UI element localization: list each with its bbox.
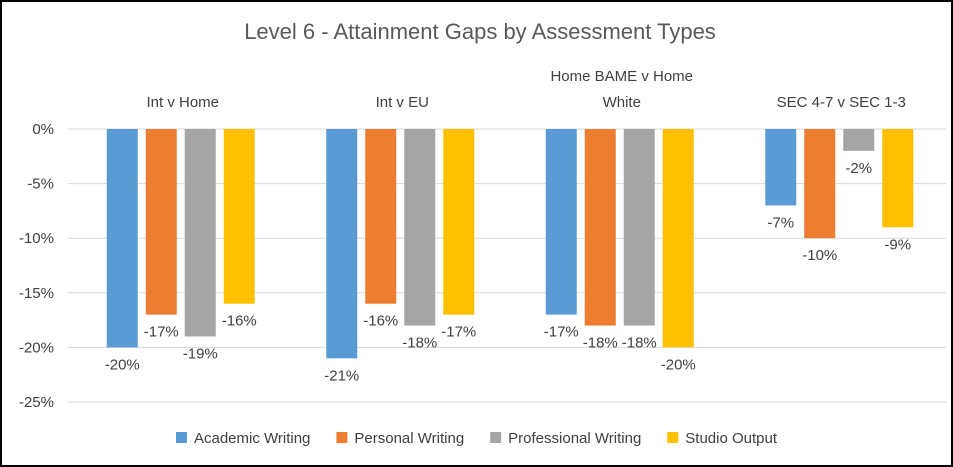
data-label: -17% xyxy=(441,324,476,341)
bar xyxy=(184,129,216,337)
category-label: Home BAME v Home xyxy=(550,68,693,85)
legend-swatch xyxy=(667,432,679,443)
bar xyxy=(223,129,255,304)
y-tick-label: -15% xyxy=(19,285,54,302)
legend-swatch xyxy=(490,432,502,443)
category-labels: Int v Home Int v EU Home BAME v Home White S… xyxy=(146,68,905,111)
y-tick-label: -5% xyxy=(27,176,54,193)
legend-label: Personal Writing xyxy=(354,430,464,447)
legend-label: Studio Output xyxy=(685,430,778,447)
data-label: -16% xyxy=(222,313,257,330)
data-label: -2% xyxy=(845,160,872,177)
legend-label: Professional Writing xyxy=(508,430,641,447)
data-label: -20% xyxy=(661,356,696,373)
data-label: -18% xyxy=(622,335,657,352)
data-label: -10% xyxy=(802,247,837,264)
data-label: -7% xyxy=(767,214,794,231)
data-label: -18% xyxy=(583,335,618,352)
bars-layer xyxy=(106,129,914,359)
bar xyxy=(145,129,177,315)
chart-title: Level 6 - Attainment Gaps by Assessment … xyxy=(244,19,716,44)
data-label: -19% xyxy=(183,345,218,362)
y-tick-label: 0% xyxy=(32,121,54,138)
bar xyxy=(584,129,616,326)
category-label: Int v EU xyxy=(376,94,429,111)
data-label: -16% xyxy=(363,313,398,330)
bar xyxy=(882,129,914,228)
y-tick-label: -10% xyxy=(19,230,54,247)
data-label: -18% xyxy=(402,335,437,352)
category-label: Int v Home xyxy=(146,94,219,111)
bar xyxy=(662,129,694,348)
legend-label: Academic Writing xyxy=(194,430,310,447)
legend-swatch xyxy=(175,432,187,443)
data-label: -17% xyxy=(544,324,579,341)
data-label: -9% xyxy=(884,236,911,253)
bar xyxy=(843,129,875,151)
data-label: -17% xyxy=(144,324,179,341)
bar xyxy=(765,129,797,206)
bar xyxy=(804,129,836,239)
bar xyxy=(326,129,358,359)
bar xyxy=(106,129,138,348)
y-tick-label: -20% xyxy=(19,339,54,356)
bar xyxy=(545,129,577,315)
labels-layer: -20%-21%-17%-7%-17%-16%-18%-10%-19%-18% -… xyxy=(105,160,911,384)
bar xyxy=(443,129,475,315)
legend-swatch xyxy=(336,432,348,443)
legend: Academic Writing Personal Writing Professi… xyxy=(175,430,778,447)
bar xyxy=(623,129,655,326)
category-label: SEC 4-7 v SEC 1-3 xyxy=(777,94,906,111)
bar xyxy=(365,129,397,304)
bar xyxy=(404,129,436,326)
data-label: -21% xyxy=(324,367,359,384)
y-tick-label: -25% xyxy=(19,394,54,411)
data-label: -20% xyxy=(105,356,140,373)
category-label: White xyxy=(603,94,641,111)
